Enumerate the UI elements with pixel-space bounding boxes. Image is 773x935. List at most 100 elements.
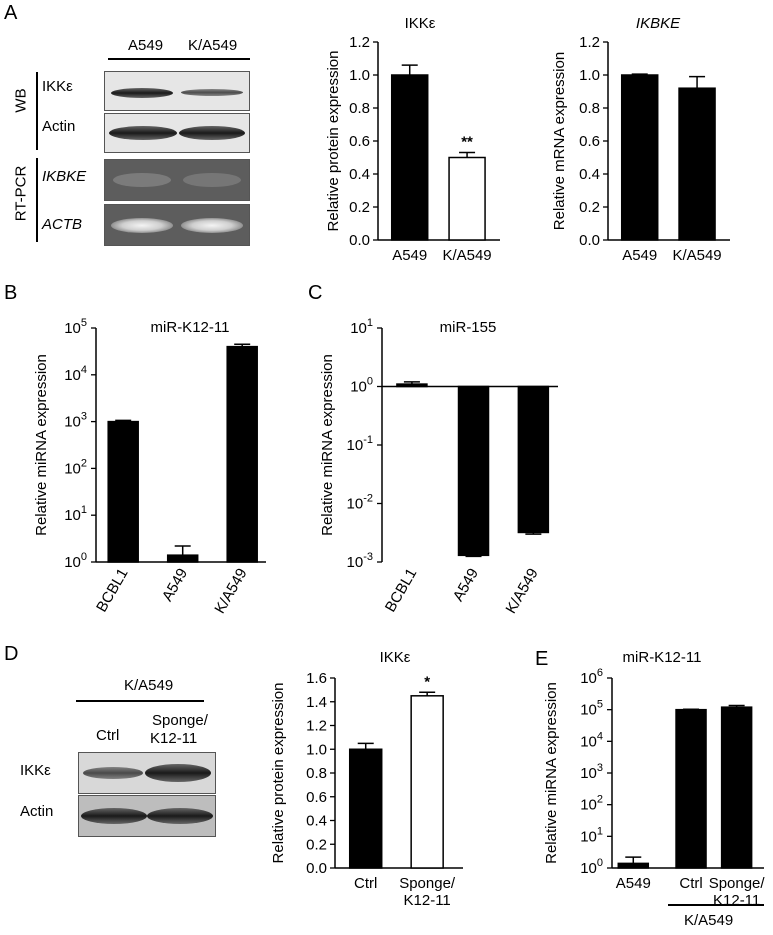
panel-label-e: E [535,648,549,670]
b-category-0: BCBL1 [93,566,131,615]
blot-a-band-actb-a549 [111,218,173,233]
d-protein-category-1-line-1: K12-11 [404,892,451,909]
c-category-1: A549 [450,566,482,605]
d-protein-ytick-label-2: 0.4 [306,813,327,830]
e-bar-2 [720,706,753,869]
chart-c: miR-155 10-3 10-2 10-1 100 101 Relative miRNA … [320,317,558,615]
a-mrna-ytick-label-5: 1.0 [579,67,600,84]
blot-a-lane-underline [108,58,250,60]
e-bar-0 [617,862,650,869]
e-ytick-label-1: 101 [580,825,603,845]
e-title: miR-K12-11 [623,650,702,666]
a-mrna-ytick-label-2: 0.4 [579,166,600,183]
d-protein-category-0: Ctrl [354,875,377,892]
blot-d-group: K/A549 [124,677,174,694]
a-protein-title: IKKε [405,15,436,32]
c-ytick-label-1: 10-2 [347,493,373,513]
blot-d-lane-sponge-2: K12-11 [150,730,198,747]
b-ytick-label-3: 103 [64,411,87,431]
a-protein-annotation-1: ** [461,134,473,151]
blot-a-row-actin: Actin [42,118,76,135]
blot-a-gel-ikbke [104,159,250,201]
blot-a-gel-ikke [104,71,250,111]
e-category-2: Sponge/ [709,875,766,892]
a-mrna-ytick-label-0: 0.0 [579,232,600,249]
b-bar-2 [226,345,258,563]
blot-d-gel-ikke [78,752,216,794]
c-ytick-label-0: 10-3 [347,551,373,571]
c-ytick-label-3: 100 [350,376,373,396]
blot-a-group-rt: RT-PCR [12,165,30,222]
a-protein-ytick-label-0: 0.0 [349,232,370,249]
b-ytick-label-5: 105 [64,317,87,337]
blot-d-band-actin-ctrl [81,808,147,824]
c-ytick-label-4: 101 [350,317,373,337]
blot-d-lane-sponge: Sponge/ [152,712,208,729]
b-category-2: K/A549 [211,566,250,615]
blot-a-band-actin-ka549 [179,126,245,140]
a-protein-ytick-label-2: 0.4 [349,166,370,183]
d-protein-ytick-label-8: 1.6 [306,670,327,687]
d-protein-category-1: Sponge/ [399,875,456,892]
c-ylabel: Relative miRNA expression [320,354,336,536]
blot-a-row-ikke: IKKε [42,78,73,95]
d-protein-bar-0 [348,748,383,869]
a-protein-ytick-label-3: 0.6 [349,133,370,150]
blot-a-row-actb: ACTB [42,216,83,233]
blot-d-row-ikke: IKKε [20,762,51,779]
a-protein-ylabel: Relative protein expression [325,51,342,232]
b-ytick-label-4: 104 [64,364,87,384]
a-mrna-ytick-label-3: 0.6 [579,133,600,150]
blot-a-band-ikbke-a549 [113,173,171,187]
a-protein-ytick-label-1: 0.2 [349,199,370,216]
panel-label-c: C [308,282,323,304]
chart-d-protein: IKKε 0.0 0.2 0.4 0.6 0.8 1.0 1.2 1.4 1.6 Relative … [270,650,463,909]
b-bar-1 [166,554,199,563]
blot-a-band-ikke-ka549 [181,89,243,96]
c-ytick-label-2: 10-1 [347,434,373,454]
e-ytick-label-2: 102 [580,794,603,814]
chart-a-protein: IKKε 0.0 0.2 0.4 0.6 0.8 1.0 1.2 Relative protei… [325,15,500,264]
a-mrna-bar-1 [678,87,716,241]
e-bar-1 [675,708,707,869]
a-mrna-category-1: K/A549 [672,247,721,264]
b-category-1: A549 [159,566,191,605]
b-ytick-label-2: 102 [64,457,87,477]
c-bar-0 [396,383,428,388]
a-mrna-title: IKBKE [636,15,681,32]
c-category-0: BCBL1 [382,566,420,615]
blot-d-gel-actin [78,795,216,837]
a-protein-ytick-label-5: 1.0 [349,67,370,84]
chart-e: miR-K12-11 100 101 102 103 104 105 106 Relative … [543,650,766,909]
e-ytick-label-0: 100 [580,857,603,877]
d-protein-ylabel: Relative protein expression [270,683,287,864]
a-mrna-ylabel: Relative mRNA expression [551,52,568,230]
chart-e-group-label: K/A549 [684,912,734,929]
blot-d-group-underline [76,700,204,702]
blot-d-band-actin-sponge [147,808,213,824]
blot-a-group-wb: WB [12,88,30,113]
c-title: miR-155 [440,319,497,336]
e-ylabel: Relative miRNA expression [543,682,560,864]
b-ytick-label-1: 101 [64,504,87,524]
e-category-0: A549 [616,875,651,892]
blot-a-lane-a549: A549 [128,37,164,54]
d-protein-ytick-label-7: 1.4 [306,694,327,711]
d-protein-ytick-label-4: 0.8 [306,765,327,782]
blot-a-band-ikbke-ka549 [183,173,241,187]
blot-a-band-actb-ka549 [181,218,243,233]
e-category-2-line-1: K12-11 [713,892,760,909]
c-bar-1 [457,385,490,557]
a-protein-bar-1 [448,156,486,241]
blot-a-group-wb-line [36,72,38,150]
d-protein-ytick-label-6: 1.2 [306,718,327,735]
blot-a-lane-ka549: K/A549 [188,37,238,54]
e-ytick-label-4: 104 [580,730,603,750]
b-ylabel: Relative miRNA expression [33,354,50,536]
d-protein-bar-1 [410,695,444,869]
blot-a-gel-actb [104,204,250,246]
c-bar-2 [517,385,550,534]
blot-a-band-ikke-a549 [111,88,173,98]
a-mrna-ytick-label-1: 0.2 [579,199,600,216]
blot-a-row-ikbke: IKBKE [42,168,87,185]
